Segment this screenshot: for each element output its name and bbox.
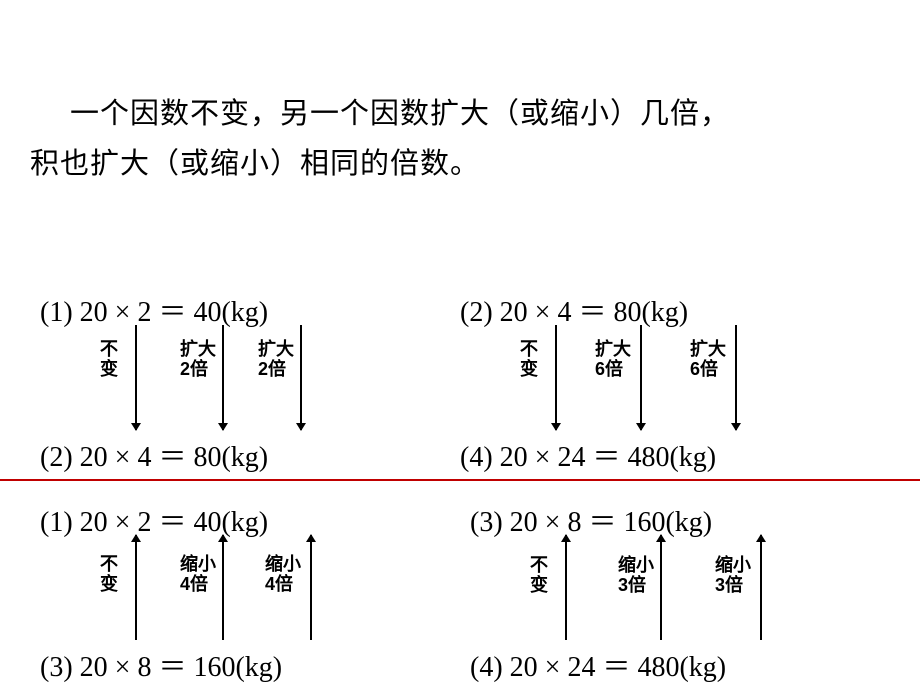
blockB-eq2: (4) 20 × 24 ＝ 480(kg) <box>460 435 716 475</box>
blockB-arrow2 <box>640 325 642 430</box>
blockC-ann3: 缩小 4倍 <box>265 555 301 595</box>
blockD-ann2: 缩小 3倍 <box>618 556 654 596</box>
divider-line <box>0 479 920 481</box>
rule-line-1: 一个因数不变，另一个因数扩大（或缩小）几倍， <box>70 90 730 132</box>
blockC-eq1: (1) 20 × 2 ＝ 40(kg) <box>40 500 268 540</box>
blockD-arrow1 <box>565 535 567 640</box>
blockA-eq2: (2) 20 × 4 ＝ 80(kg) <box>40 435 268 475</box>
blockB-arrow3 <box>735 325 737 430</box>
blockB-arrow1 <box>555 325 557 430</box>
rule-line-2: 积也扩大（或缩小）相同的倍数。 <box>30 140 480 182</box>
blockC-ann2: 缩小 4倍 <box>180 555 216 595</box>
blockA-arrow2 <box>222 325 224 430</box>
blockD-eq1: (3) 20 × 8 ＝ 160(kg) <box>470 500 712 540</box>
blockC-ann1: 不 变 <box>100 555 118 595</box>
blockA-arrow1 <box>135 325 137 430</box>
blockD-ann3: 缩小 3倍 <box>715 556 751 596</box>
blockA-arrow3 <box>300 325 302 430</box>
blockC-eq2: (3) 20 × 8 ＝ 160(kg) <box>40 645 282 685</box>
blockB-ann2: 扩大 6倍 <box>595 340 631 380</box>
blockC-arrow3 <box>310 535 312 640</box>
blockB-ann1: 不 变 <box>520 340 538 380</box>
blockA-ann1: 不 变 <box>100 340 118 380</box>
blockA-ann3: 扩大 2倍 <box>258 340 294 380</box>
blockD-eq2: (4) 20 × 24 ＝ 480(kg) <box>470 645 726 685</box>
blockD-arrow2 <box>660 535 662 640</box>
blockA-eq1: (1) 20 × 2 ＝ 40(kg) <box>40 290 268 330</box>
blockC-arrow1 <box>135 535 137 640</box>
blockB-ann3: 扩大 6倍 <box>690 340 726 380</box>
blockA-ann2: 扩大 2倍 <box>180 340 216 380</box>
blockB-eq1: (2) 20 × 4 ＝ 80(kg) <box>460 290 688 330</box>
blockD-arrow3 <box>760 535 762 640</box>
blockC-arrow2 <box>222 535 224 640</box>
blockD-ann1: 不 变 <box>530 556 548 596</box>
